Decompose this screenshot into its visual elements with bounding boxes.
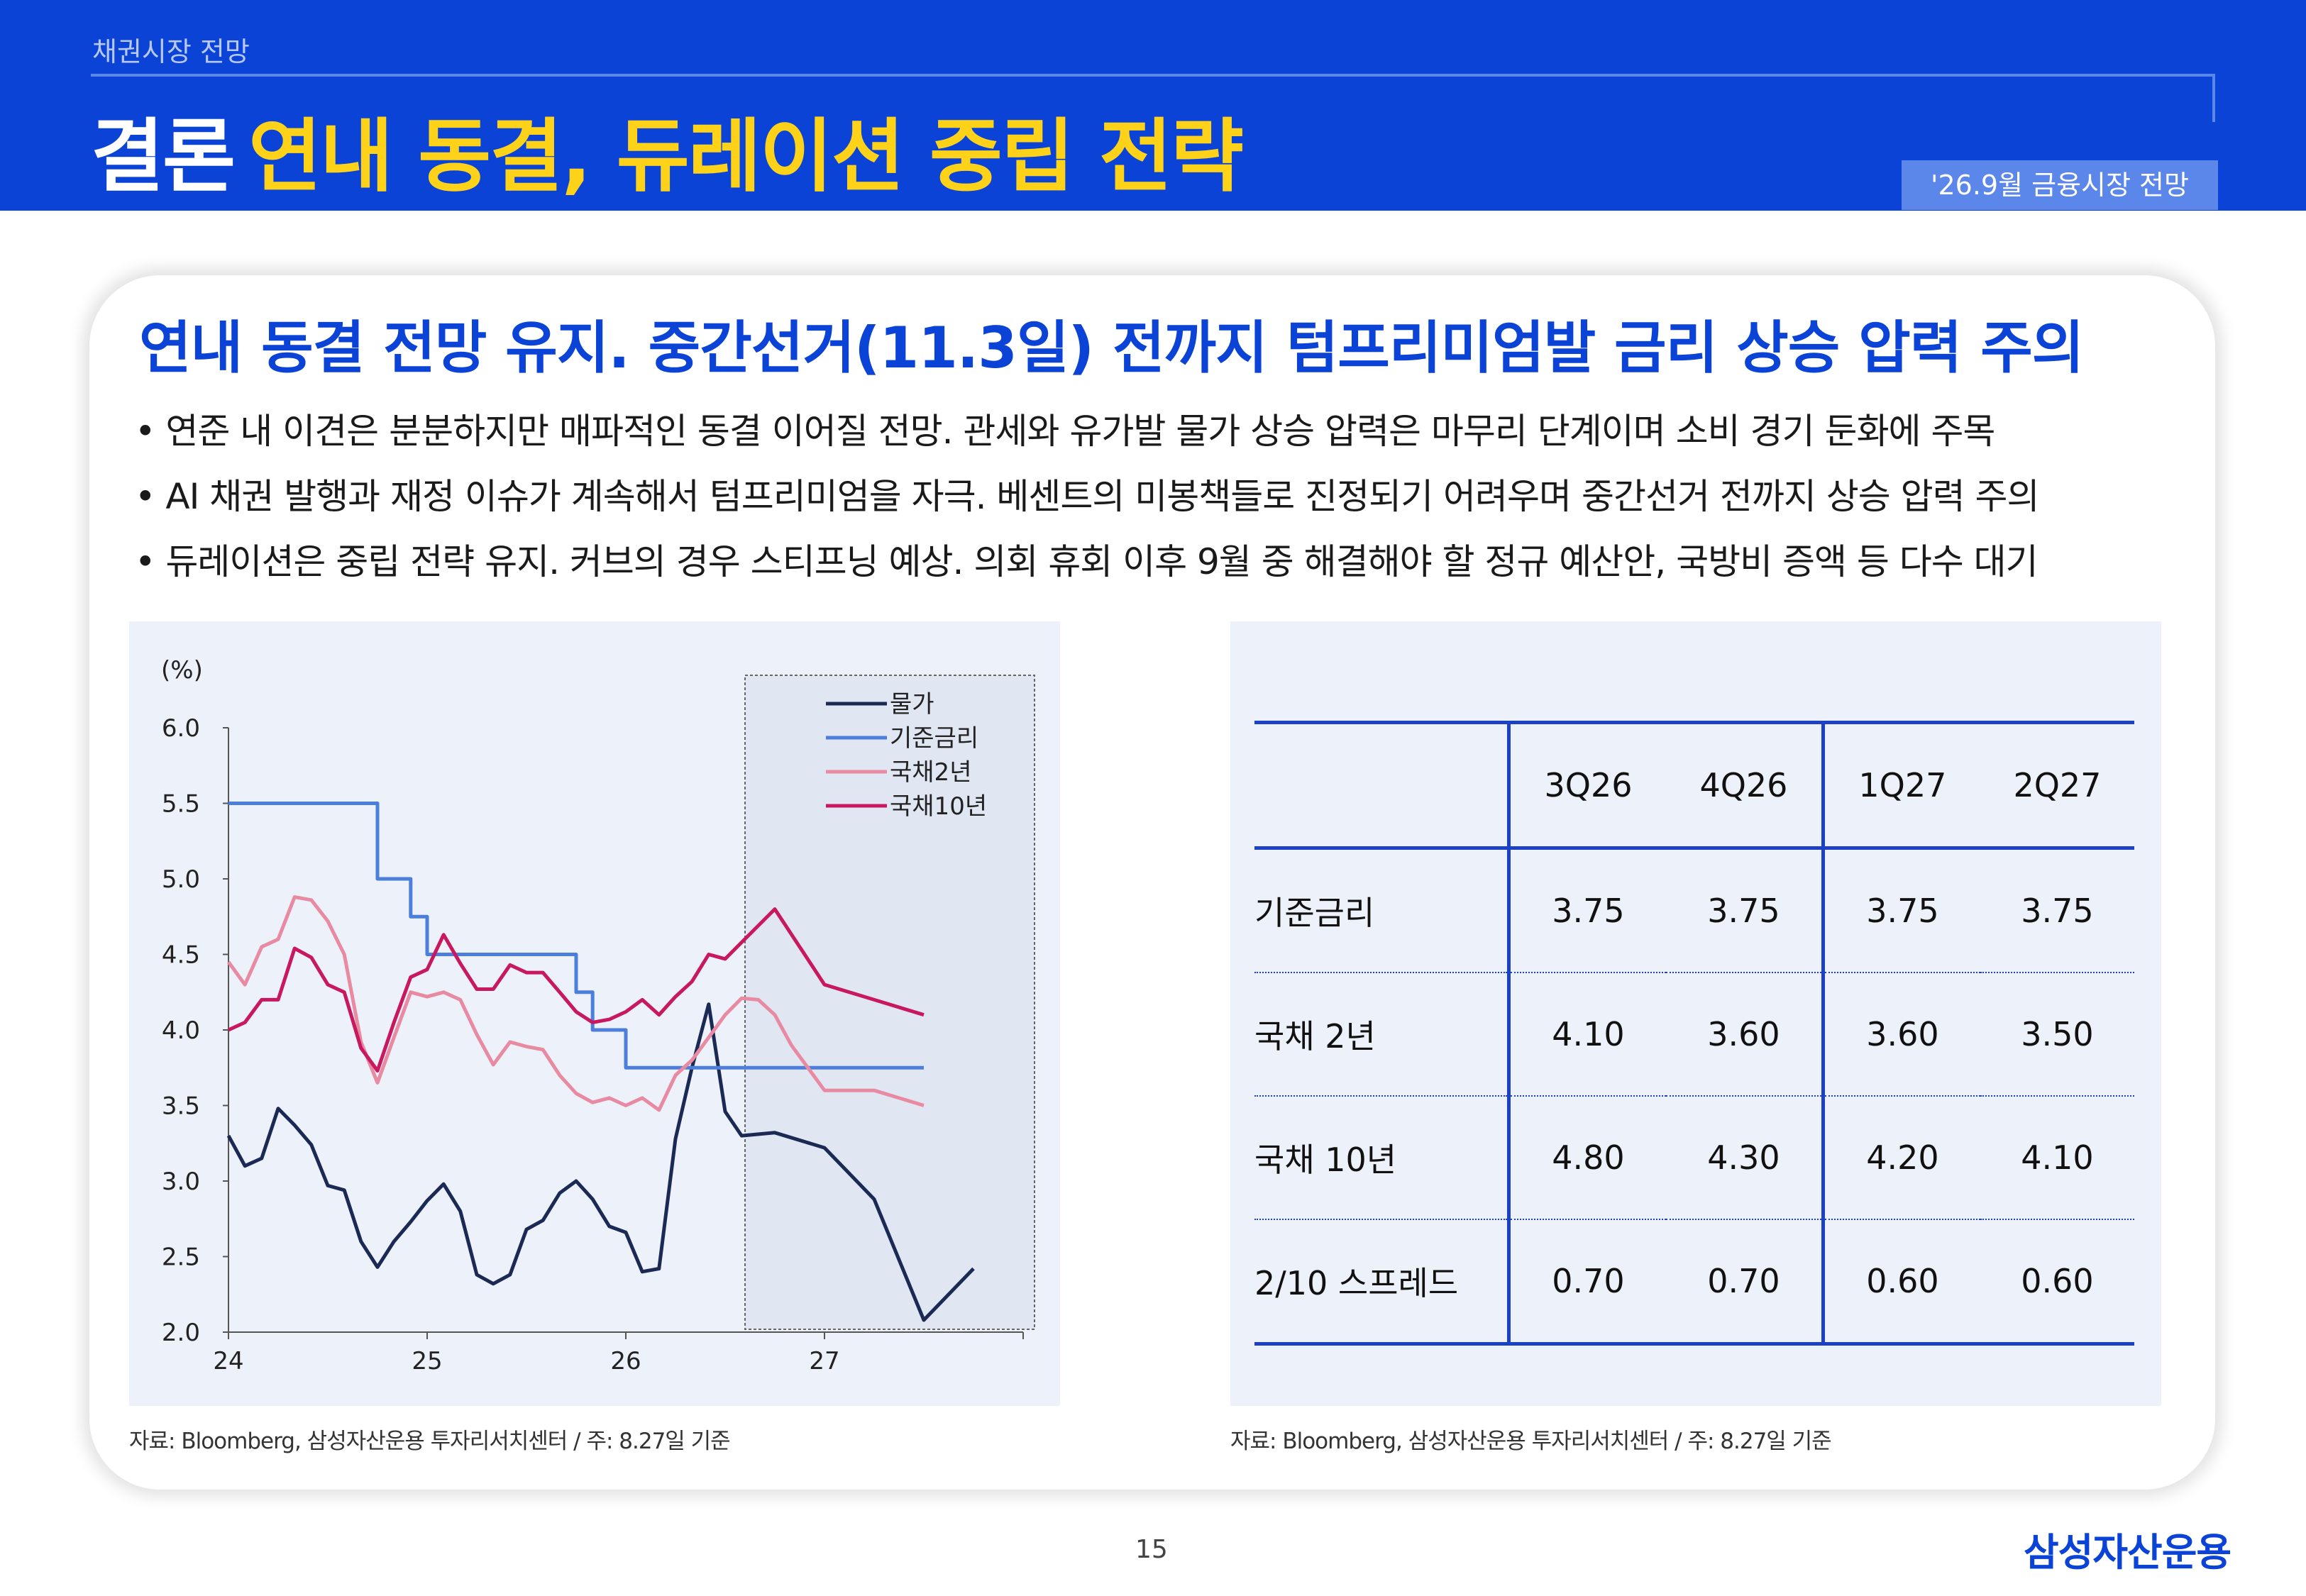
table-cell: 3.50: [1980, 972, 2134, 1097]
table-corner-cell: [1254, 721, 1511, 850]
table-source-note: 자료: Bloomberg, 삼성자산운용 투자리서치센터 / 주: 8.27일…: [1230, 1429, 1832, 1454]
y-tick-label: 6.0: [162, 714, 200, 743]
table-cell: 0.60: [1821, 1219, 1980, 1346]
series-line: [226, 1002, 975, 1322]
title-main: 결론: [91, 111, 236, 203]
table-row: 기준금리 3.75 3.75 3.75 3.75: [1254, 848, 2134, 973]
table-cell: 3.60: [1665, 972, 1824, 1097]
bullet-2: • AI 채권 발행과 재정 이슈가 계속해서 텀프리미엄을 자극. 베센트의 …: [135, 476, 2040, 517]
row-label: 국채 2년: [1254, 972, 1511, 1097]
table-cell: 3.75: [1508, 848, 1666, 973]
rates-line-chart: 6.0 5.5 5.0 4.5 4.0 3.5 3.0 2.5 2.0 24 25 26 27 물가기준…: [161, 656, 1035, 1375]
table-row: 국채 10년 4.80 4.30 4.20 4.10: [1254, 1096, 2134, 1220]
legend-label: 국채10년: [890, 792, 987, 821]
table-cell: 3.75: [1665, 848, 1824, 973]
table-cell: 4.10: [1508, 972, 1666, 1097]
y-tick-label: 5.0: [162, 865, 200, 894]
page-title: 결론 연내 동결, 듀레이션 중립 전략: [91, 92, 1244, 207]
forecast-table: 3Q26 4Q26 1Q27 2Q27 기준금리 3.75 3.75 3.75 …: [1254, 721, 2134, 1346]
table-cell: 4.20: [1821, 1096, 1980, 1220]
column-header: 4Q26: [1665, 721, 1824, 850]
title-accent: 연내 동결, 듀레이션 중립 전략: [248, 111, 1244, 203]
column-header: 3Q26: [1508, 721, 1666, 850]
series-line: [226, 895, 925, 1112]
row-label: 2/10 스프레드: [1254, 1219, 1511, 1346]
bullet-3: • 듀레이션은 중립 전략 유지. 커브의 경우 스티프닝 예상. 의회 휴회 …: [135, 541, 2039, 582]
row-label: 국채 10년: [1254, 1096, 1511, 1220]
chart-series: [226, 802, 975, 1322]
table-row: 2/10 스프레드 0.70 0.70 0.60 0.60: [1254, 1219, 2134, 1346]
x-tick-label: 27: [809, 1347, 839, 1375]
y-tick-label: 2.5: [162, 1243, 200, 1272]
table-cell: 4.10: [1980, 1096, 2134, 1220]
chart-source-note: 자료: Bloomberg, 삼성자산운용 투자리서치센터 / 주: 8.27일…: [129, 1429, 731, 1454]
row-label: 기준금리: [1254, 848, 1511, 973]
section-label: 채권시장 전망: [92, 36, 250, 67]
column-header: 2Q27: [1980, 721, 2134, 850]
y-tick-label: 2.0: [162, 1319, 200, 1347]
column-header: 1Q27: [1821, 721, 1980, 850]
legend-label: 기준금리: [890, 724, 978, 753]
y-tick-label: 4.5: [162, 941, 200, 970]
series-line: [227, 907, 925, 1073]
y-tick-label: 3.5: [162, 1092, 200, 1121]
y-tick-label: 3.0: [162, 1168, 200, 1196]
table-cell: 3.60: [1821, 972, 1980, 1097]
table-cell: 4.30: [1665, 1096, 1824, 1220]
table-cell: 4.80: [1508, 1096, 1666, 1220]
x-tick-label: 24: [213, 1347, 243, 1375]
table-cell: 0.70: [1665, 1219, 1824, 1346]
header-rule: [91, 74, 2215, 122]
y-axis-unit-label: (%): [161, 656, 203, 685]
forecast-shaded-region: [744, 675, 1035, 1330]
series-line: [228, 802, 924, 1070]
y-tick-label: 4.0: [162, 1016, 200, 1045]
table-cell: 0.70: [1508, 1219, 1666, 1346]
legend-label: 물가: [890, 690, 934, 719]
table-row: 국채 2년 4.10 3.60 3.60 3.50: [1254, 972, 2134, 1097]
table-cell: 3.75: [1821, 848, 1980, 973]
legend-label: 국채2년: [890, 758, 971, 787]
y-tick-label: 5.5: [162, 790, 200, 819]
company-logo: 삼성자산운용: [2024, 1530, 2231, 1575]
x-tick-label: 26: [610, 1347, 641, 1375]
content-subtitle: 연내 동결 전망 유지. 중간선거(11.3일) 전까지 텀프리미엄발 금리 상…: [139, 315, 2084, 381]
table-cell: 3.75: [1980, 848, 2134, 973]
page-number: 15: [1135, 1535, 1168, 1564]
x-tick-label: 25: [412, 1347, 442, 1375]
table-cell: 0.60: [1980, 1219, 2134, 1346]
table-header-row: 3Q26 4Q26 1Q27 2Q27: [1254, 721, 2134, 850]
date-badge: '26.9월 금융시장 전망: [1902, 160, 2218, 210]
bullet-1: • 연준 내 이견은 분분하지만 매파적인 동결 이어질 전망. 관세와 유가발…: [135, 411, 1995, 452]
